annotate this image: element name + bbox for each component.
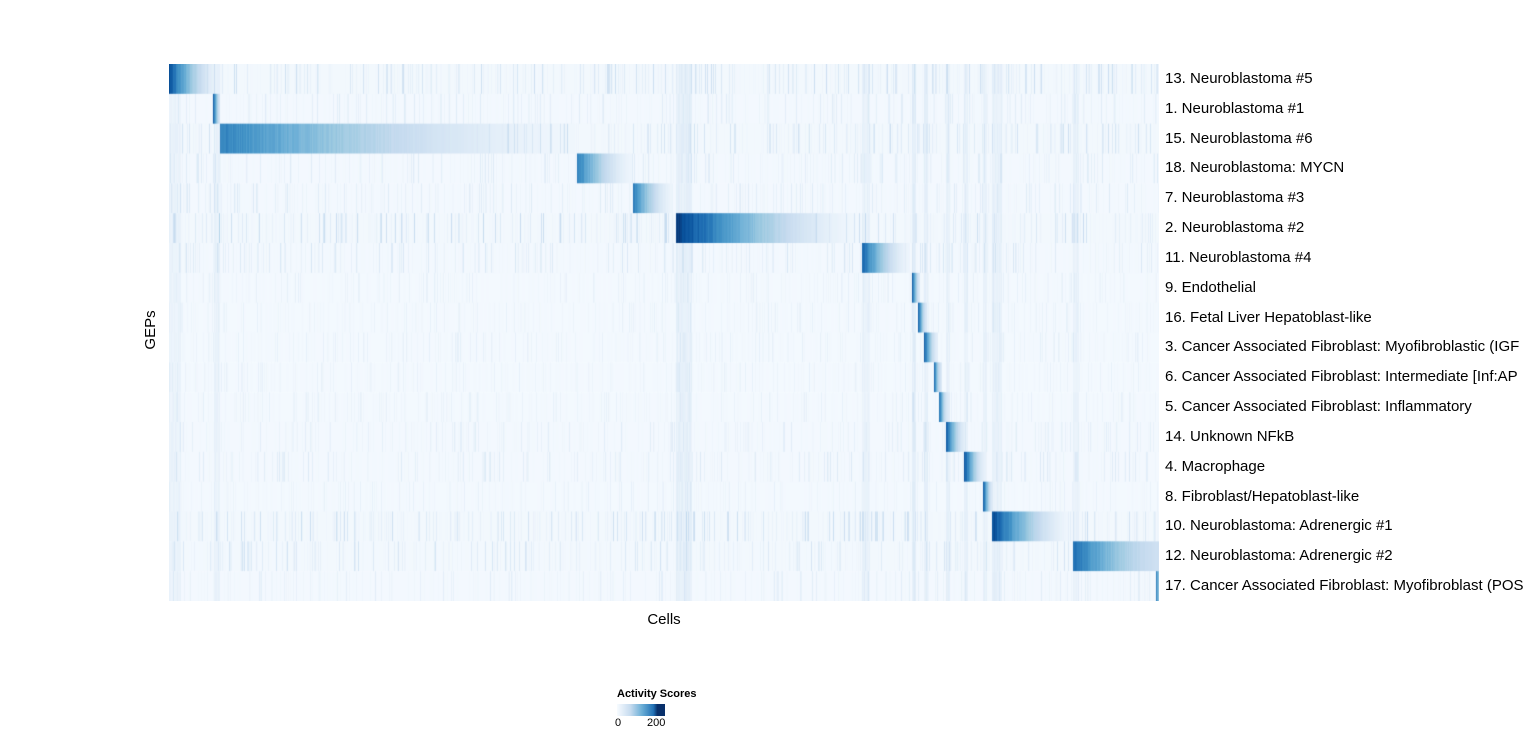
row-label: 12. Neuroblastoma: Adrenergic #2 [1165,547,1393,565]
row-label: 8. Fibroblast/Hepatoblast-like [1165,487,1360,505]
row-label: 14. Unknown NFkB [1165,427,1295,445]
row-label: 5. Cancer Associated Fibroblast: Inflamm… [1165,398,1472,416]
legend-ticks: 0 200 [615,716,677,730]
legend-gradient-bar [617,704,665,716]
legend-tick-min: 0 [615,717,622,729]
row-label: 13. Neuroblastoma #5 [1165,69,1313,87]
row-label: 9. Endothelial [1165,278,1256,296]
legend: Activity Scores 0 200 [615,688,737,730]
row-label: 2. Neuroblastoma #2 [1165,219,1305,237]
row-label: 3. Cancer Associated Fibroblast: Myofibr… [1165,338,1520,356]
row-label: 16. Fetal Liver Hepatoblast-like [1165,308,1372,326]
row-label: 15. Neuroblastoma #6 [1165,129,1313,147]
heatmap-canvas [169,64,1159,601]
row-label: 11. Neuroblastoma #4 [1165,248,1312,266]
row-labels: 13. Neuroblastoma #5 1. Neuroblastoma #1 1… [1165,64,1540,601]
row-label: 17. Cancer Associated Fibroblast: Myofib… [1165,577,1524,595]
row-label: 18. Neuroblastoma: MYCN [1165,159,1345,177]
row-label: 10. Neuroblastoma: Adrenergic #1 [1165,517,1393,535]
y-axis-label: GEPs [141,310,159,350]
legend-tick-max: 200 [647,717,666,729]
row-label: 1. Neuroblastoma #1 [1165,99,1305,117]
legend-title: Activity Scores [617,688,697,700]
row-label: 4. Macrophage [1165,457,1266,475]
row-label: 6. Cancer Associated Fibroblast: Interme… [1165,368,1518,386]
x-axis-label: Cells [647,611,681,628]
row-label: 7. Neuroblastoma #3 [1165,189,1305,207]
